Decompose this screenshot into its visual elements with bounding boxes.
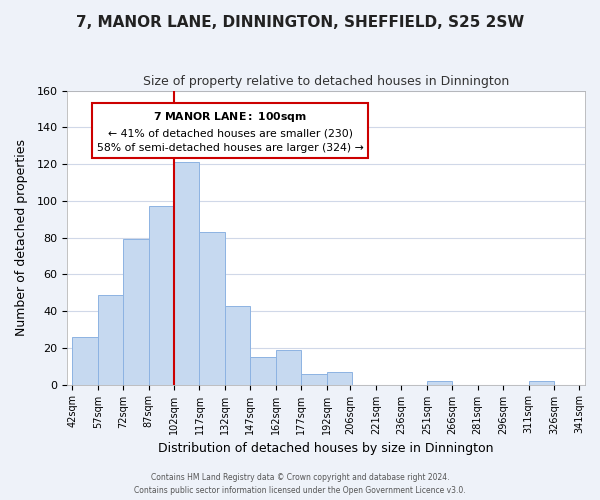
X-axis label: Distribution of detached houses by size in Dinnington: Distribution of detached houses by size … [158,442,494,455]
Bar [529,381,554,384]
Bar [225,306,250,384]
Bar [276,350,301,384]
Bar [199,232,225,384]
Bar [250,357,276,384]
Bar [427,381,452,384]
Bar [301,374,327,384]
Bar [123,240,149,384]
Text: $\mathbf{7\ MANOR\ LANE:\ 100sqm}$
← 41% of detached houses are smaller (230)
58: $\mathbf{7\ MANOR\ LANE:\ 100sqm}$ ← 41%… [97,110,364,154]
Bar [98,294,123,384]
Bar [327,372,352,384]
Text: Contains HM Land Registry data © Crown copyright and database right 2024.
Contai: Contains HM Land Registry data © Crown c… [134,474,466,495]
Bar [174,162,199,384]
Bar [149,206,174,384]
Title: Size of property relative to detached houses in Dinnington: Size of property relative to detached ho… [143,75,509,88]
Text: 7, MANOR LANE, DINNINGTON, SHEFFIELD, S25 2SW: 7, MANOR LANE, DINNINGTON, SHEFFIELD, S2… [76,15,524,30]
Y-axis label: Number of detached properties: Number of detached properties [15,139,28,336]
Bar [72,337,98,384]
